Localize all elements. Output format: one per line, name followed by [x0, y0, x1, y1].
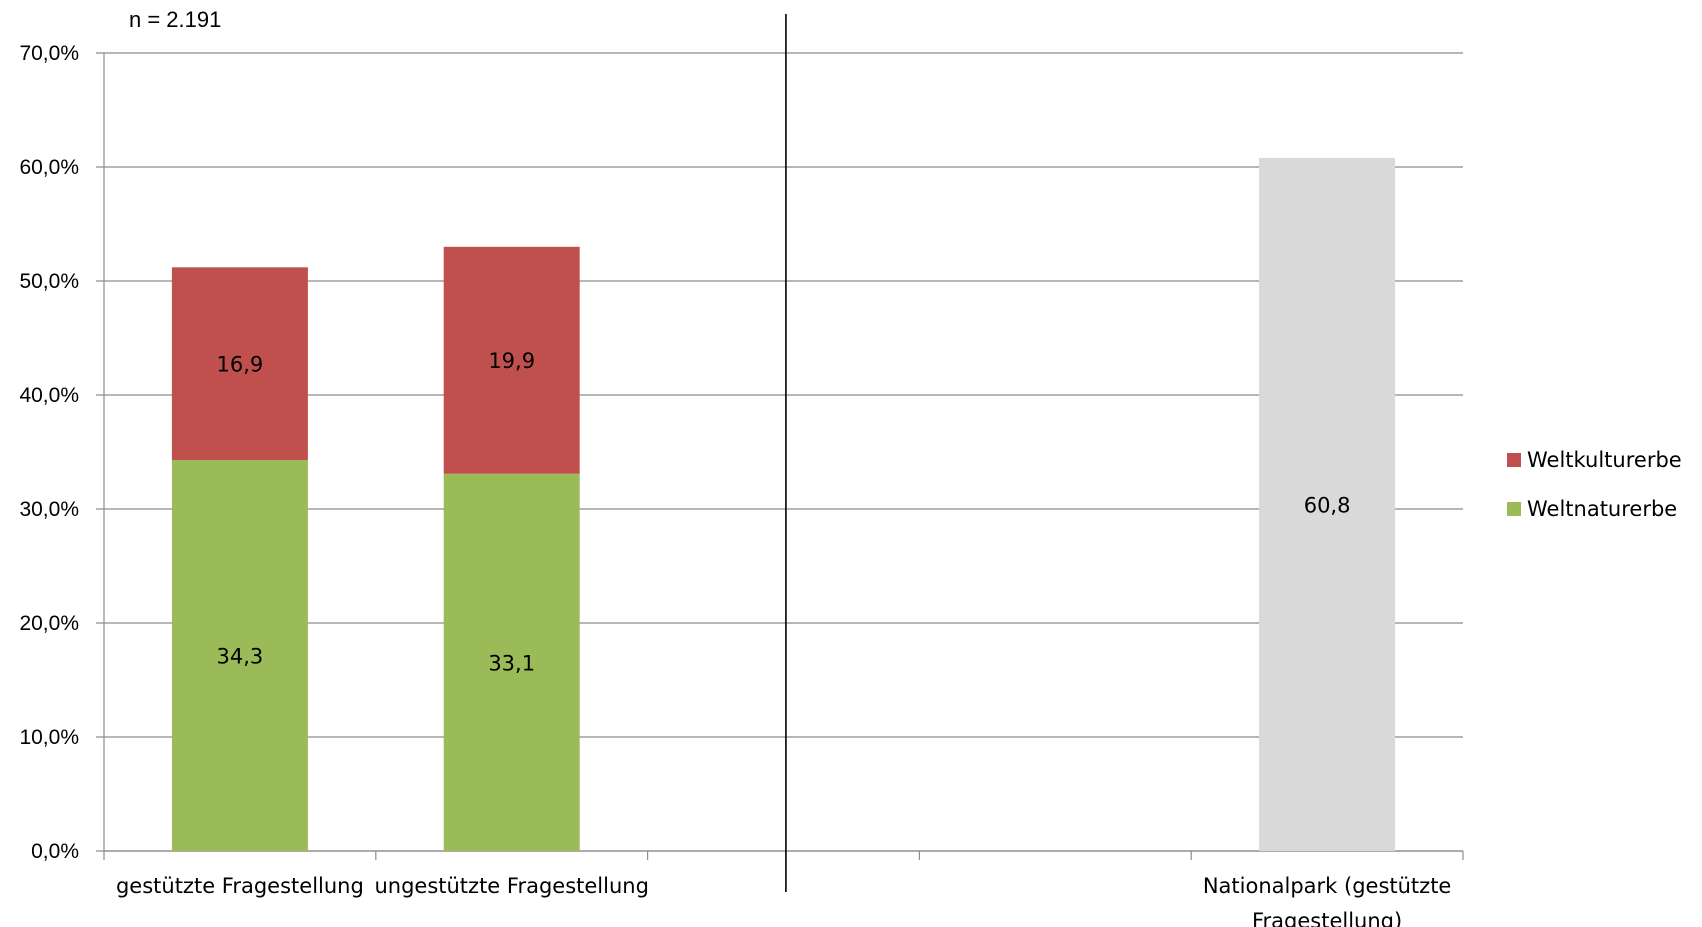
category-label: gestützte Fragestellung: [116, 874, 364, 898]
y-tick-label: 20,0%: [19, 612, 79, 635]
data-label: 60,8: [1304, 493, 1351, 517]
y-tick-label: 50,0%: [19, 270, 79, 293]
bar-segment: [443, 473, 580, 851]
category-label: Fragestellung): [1252, 909, 1402, 927]
bar-segment: [171, 459, 308, 851]
sample-size-note: n = 2.191: [129, 7, 221, 32]
data-labels: 34,3 16,9 33,1 19,9 60,8: [217, 349, 1351, 675]
bars: [171, 157, 1396, 851]
data-label: 19,9: [488, 349, 535, 373]
y-axis-tick-labels: 0,0% 10,0% 20,0% 30,0% 40,0% 50,0% 60,0% 70,0%: [19, 42, 79, 863]
bar-segment: [1259, 157, 1396, 851]
category-label: Nationalpark (gestützte: [1203, 874, 1452, 898]
y-tick-label: 40,0%: [19, 384, 79, 407]
gridlines: [96, 52, 1463, 852]
legend-swatch: [1507, 453, 1521, 467]
category-label: ungestützte Fragestellung: [374, 874, 648, 898]
legend-swatch: [1507, 502, 1521, 516]
y-tick-label: 70,0%: [19, 42, 79, 65]
data-label: 16,9: [217, 353, 264, 377]
data-label: 34,3: [217, 644, 264, 668]
bar-segment: [171, 267, 308, 460]
legend: Weltkulturerbe Weltnaturerbe: [1507, 448, 1682, 521]
data-label: 33,1: [488, 651, 535, 675]
x-axis-category-labels: gestützte Fragestellung ungestützte Frage…: [116, 874, 1451, 927]
bar-segment: [443, 246, 580, 474]
y-tick-label: 0,0%: [31, 840, 79, 863]
legend-label: Weltnaturerbe: [1527, 497, 1677, 521]
axes: [103, 53, 1464, 860]
y-tick-label: 30,0%: [19, 498, 79, 521]
y-tick-label: 10,0%: [19, 726, 79, 749]
legend-label: Weltkulturerbe: [1527, 448, 1682, 472]
y-tick-label: 60,0%: [19, 156, 79, 179]
